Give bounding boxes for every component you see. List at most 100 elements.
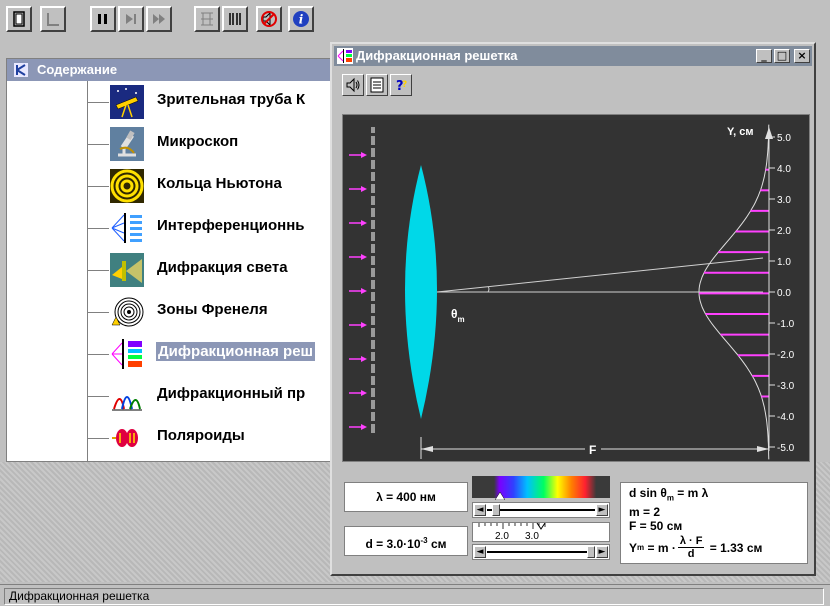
pause-icon [98, 14, 107, 24]
exit-door-button[interactable] [6, 6, 32, 32]
sound-off-button[interactable] [256, 6, 282, 32]
slider-thumb[interactable] [587, 546, 595, 558]
item-label: Дифракционная реш [156, 342, 316, 361]
interference-icon [110, 211, 144, 245]
y-axis-ticks: 5.0 4.0 3.0 2.0 1.0 0.0 -1.0 -2.0 -3.0 -4.0 -5.0 [769, 133, 795, 454]
document-button[interactable] [366, 74, 388, 96]
d-value: d = 3.0·10 [365, 537, 421, 551]
close-button[interactable]: × [794, 49, 810, 63]
bars-icon [229, 13, 241, 25]
list-item-light-diffraction[interactable]: Дифракция света [7, 249, 335, 291]
d-exponent: -3 [420, 536, 428, 545]
step-button[interactable] [118, 6, 144, 32]
grating-slit [371, 337, 375, 340]
grating-slit [371, 217, 375, 220]
list-item-microscope[interactable]: Микроскоп [7, 123, 335, 165]
microscope-icon [110, 127, 144, 161]
slider-left-arrow[interactable]: ◄ [474, 546, 486, 558]
diffracted-ray [436, 257, 764, 293]
tree-connector [87, 438, 109, 439]
grating-slit [371, 373, 375, 376]
grid-button[interactable] [194, 6, 220, 32]
screen-axis-arrow [765, 127, 773, 139]
window-title-bar[interactable]: Дифракционная решетка _ □ × [334, 46, 812, 66]
diffraction-spectrum-icon [110, 379, 144, 413]
list-item-polaroids[interactable]: Поляроиды [7, 417, 335, 459]
tree-connector [87, 354, 109, 355]
maximize-button[interactable]: □ [774, 49, 790, 63]
wavelength-marker-icon [495, 492, 505, 500]
grating-slit [371, 277, 375, 280]
info-button[interactable]: i [288, 6, 314, 32]
slider-track [487, 551, 595, 553]
slider-left-arrow[interactable]: ◄ [474, 504, 486, 516]
pause-button[interactable] [90, 6, 116, 32]
y-tick-label: -4.0 [777, 412, 795, 423]
spectrum-bar [472, 476, 610, 498]
diffraction-grating-icon [110, 337, 144, 371]
grating-slit [371, 385, 375, 388]
slider-right-arrow[interactable]: ► [596, 504, 608, 516]
sound-button[interactable] [342, 74, 364, 96]
grating-slit [371, 229, 375, 232]
speaker-icon [346, 77, 360, 93]
grating-slit [371, 361, 375, 364]
angle-label: θm [451, 307, 465, 324]
list-item-telescope[interactable]: Зрительная труба К [7, 81, 335, 123]
tree-connector [87, 396, 109, 397]
y-tick-label: 4.0 [777, 164, 791, 175]
slider-right-arrow[interactable]: ► [596, 546, 608, 558]
help-button[interactable]: ?? [390, 74, 412, 96]
y-tick-label: 3.0 [777, 195, 791, 206]
period-slider[interactable]: ◄ ► [472, 544, 610, 560]
scale-label-2: 2.0 [495, 531, 509, 541]
list-item-fresnel-zones[interactable]: Зоны Френеля [7, 291, 335, 333]
list-item-diffraction-grating[interactable]: Дифракционная реш [7, 333, 335, 375]
grating-slits [371, 133, 375, 424]
slider-thumb[interactable] [492, 504, 500, 516]
grating-equation: d sin θm = m λ [629, 486, 709, 503]
minimize-button[interactable]: _ [756, 49, 772, 63]
diffraction-canvas: θm 5.0 4.0 3.0 2.0 1.0 0.0 -1.0 -2.0 -3.0 -4.0 -5.… [342, 114, 810, 462]
intensity-curve [698, 124, 770, 460]
focal-arrow-right [757, 446, 769, 452]
item-label: Микроскоп [157, 133, 239, 150]
tree-connector [87, 102, 109, 103]
item-label: Зоны Френеля [157, 301, 268, 318]
list-item-diffraction-spectrum[interactable]: Дифракционный пр [7, 375, 335, 417]
contents-panel: Содержание Зрительная труба К Микроскоп … [6, 58, 336, 462]
chart-button[interactable] [40, 6, 66, 32]
bars-button[interactable] [222, 6, 248, 32]
wavelength-display: λ = 400 нм [344, 482, 468, 512]
diffraction-diagram: θm 5.0 4.0 3.0 2.0 1.0 0.0 -1.0 -2.0 -3.0 -4.0 -5.… [349, 124, 795, 460]
focal-label: F [589, 443, 596, 457]
incident-ray-arrow [361, 254, 367, 260]
telescope-icon [110, 85, 144, 119]
incident-ray-arrow [361, 322, 367, 328]
list-item-interference[interactable]: Интерференционнь [7, 207, 335, 249]
y-tick-label: 0.0 [777, 288, 791, 299]
wavelength-slider[interactable]: ◄ ► [472, 502, 610, 518]
item-label: Поляроиды [157, 427, 245, 444]
list-item-newton-rings[interactable]: Кольца Ньютона [7, 165, 335, 207]
tree-line [87, 81, 88, 461]
fresnel-zones-icon [110, 295, 144, 329]
grating-slit [371, 301, 375, 304]
fast-forward-button[interactable] [146, 6, 172, 32]
y-tick-label: 1.0 [777, 257, 791, 268]
svg-text:i: i [299, 13, 304, 27]
item-label: Интерференционнь [157, 217, 305, 234]
main-toolbar: i [0, 0, 830, 42]
y-tick-label: -3.0 [777, 381, 795, 392]
grating-slit [371, 325, 375, 328]
y-tick-label: -2.0 [777, 350, 795, 361]
grating-slit [371, 193, 375, 196]
y-axis-label: Y, см [727, 126, 754, 138]
step-icon [126, 14, 136, 24]
incident-ray-arrow [361, 152, 367, 158]
grating-slit [371, 205, 375, 208]
chart-icon [47, 13, 59, 26]
incident-rays [349, 152, 367, 430]
